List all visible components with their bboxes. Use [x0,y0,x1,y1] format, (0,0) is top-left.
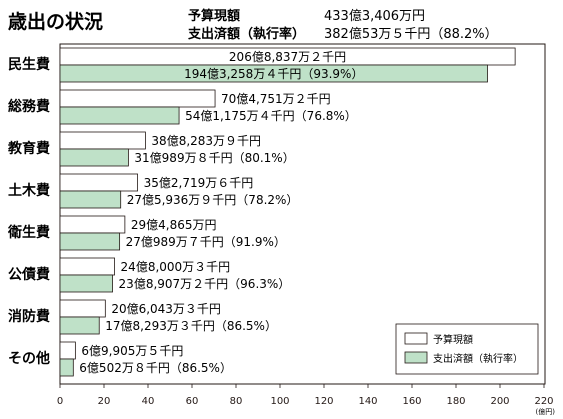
spent-value-label: 23億8,907万２千円（96.3%） [119,277,291,291]
spent-bar [59,274,113,293]
legend-label-budget: 予算現額 [433,333,473,346]
x-tick-label: 40 [142,396,155,407]
category-label: 教育費 [8,140,50,157]
budget-bar [59,257,115,276]
spent-total-label: 支出済額（執行率） [187,26,305,42]
budget-value-label: 20億6,043万３千円 [111,302,221,316]
x-tick-label: 120 [314,396,333,407]
spent-bar [59,316,100,335]
budget-total-value: 433億3,406万円 [324,8,425,24]
spent-bar [59,64,488,83]
budget-value-label: 206億8,837万２千円 [229,50,346,64]
spent-value-label: 194億3,258万４千円（93.9%） [184,67,363,81]
chart-title: 歳出の状況 [8,10,103,33]
spent-total-value: 382億53万５千円（88.2%） [324,26,498,42]
budget-bar [59,131,146,150]
category-label: 消防費 [8,308,50,325]
category-label: 民生費 [8,56,50,73]
spent-bar [59,148,129,167]
budget-value-label: 29億4,865万円 [131,218,217,232]
budget-bar [59,341,76,360]
x-tick-label: 80 [230,396,243,407]
legend-label-spent: 支出済額（執行率） [433,352,523,365]
spent-value-label: 27億5,936万９千円（78.2%） [127,193,299,207]
category-label: 土木費 [8,182,50,199]
x-tick-label: 60 [186,396,199,407]
budget-value-label: 70億4,751万２千円 [221,92,331,106]
legend-swatch-budget [404,332,428,345]
x-tick-label: 200 [490,396,509,407]
x-tick-label: 180 [446,396,465,407]
budget-value-label: 35億2,719万６千円 [144,176,254,190]
category-label: 総務費 [8,98,50,115]
x-tick-label: 100 [270,396,289,407]
budget-bar [59,215,126,234]
x-axis: 0 20 40 60 80 100 120 140 160 180 200 220 [57,384,554,407]
category-label: 衛生費 [7,224,50,241]
spent-value-label: 6億502万８千円（86.5%） [79,361,232,375]
spent-bar [59,106,180,125]
spent-bar [59,232,121,251]
plot-frame [59,43,546,385]
budget-bar [59,89,216,108]
spent-value-label: 54億1,175万４千円（76.8%） [185,109,357,123]
x-tick-label: 20 [98,396,111,407]
budget-bar [59,299,106,318]
budget-value-label: 38億8,283万９千円 [151,134,261,148]
spent-value-label: 27億989万７千円（91.9%） [126,235,286,249]
budget-total-label: 予算現額 [188,8,240,24]
legend-box [395,323,539,375]
budget-value-label: 24億8,000万３千円 [121,260,231,274]
x-axis-unit: (億円) [536,407,556,416]
legend: 予算現額 支出済額（執行率） [395,323,539,375]
bars-group: 民生費 206億8,837万２千円 194億3,258万４千円（93.9%） 総務費 7… [7,47,516,377]
spent-bar [59,190,122,209]
x-tick-label: 140 [358,396,377,407]
budget-value-label: 6億9,905万５千円 [81,344,183,358]
budget-bar [59,173,138,192]
x-tick-label: 220 [534,396,553,407]
spent-value-label: 17億8,293万３千円（86.5%） [105,319,277,333]
category-label: その他 [8,350,50,367]
x-tick-label: 160 [402,396,421,407]
category-label: 公債費 [8,266,50,283]
spent-value-label: 31億989万８千円（80.1%） [134,151,294,165]
x-tick-label: 0 [57,396,63,407]
legend-swatch-spent [404,351,428,364]
spent-bar [59,358,74,377]
